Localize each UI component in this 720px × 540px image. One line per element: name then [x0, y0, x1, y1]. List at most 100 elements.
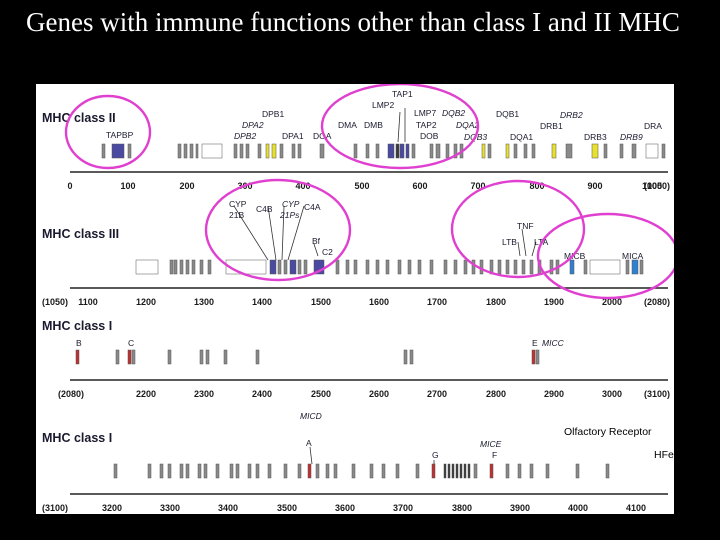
tick-label: 3900 [510, 503, 530, 513]
gene-box [625, 259, 630, 275]
tick-label: 4000 [568, 503, 588, 513]
labels-class-iii: CYP 21B C4B CYP 21Ps C4A Bf C2 TNF LTB L… [229, 199, 644, 261]
gene-box [177, 143, 182, 159]
tick-label: (3100) [42, 503, 68, 513]
gene-label-21ps: 21Ps [279, 210, 300, 220]
gene-box [255, 463, 260, 479]
gene-box [191, 259, 196, 275]
gene-box [325, 463, 330, 479]
gene-box [619, 143, 624, 159]
gene-box [167, 349, 172, 365]
tick-label: 2600 [369, 389, 389, 399]
gene-box [197, 463, 202, 479]
gene-box [591, 143, 599, 159]
gene-label-micb: MICB [564, 251, 586, 261]
gene-box [351, 463, 356, 479]
gene-label-dpa2: DPA2 [242, 120, 264, 130]
gene-box [297, 463, 302, 479]
gene-box [283, 463, 288, 479]
gene-box [521, 259, 526, 275]
tick-label: 3200 [102, 503, 122, 513]
gene-box [179, 463, 184, 479]
tick-label: 3800 [452, 503, 472, 513]
tick-label: 1900 [544, 297, 564, 307]
gene-label-b: B [76, 338, 82, 348]
ticks-class-ii: 0 100 200 300 400 500 600 700 800 900 10… [67, 181, 670, 191]
highlight-circle-tap-lmp [320, 84, 480, 170]
gene-label-micd: MICD [300, 411, 322, 421]
gene-box [487, 143, 492, 159]
gene-label-drb1: DRB1 [540, 121, 563, 131]
gene-box [505, 143, 510, 159]
gene-box [169, 259, 174, 275]
gene-box [481, 143, 486, 159]
gene-box [395, 143, 400, 159]
gene-box [307, 463, 312, 479]
gene-box [271, 143, 277, 159]
gene-box [569, 259, 575, 275]
gene-box [459, 463, 463, 479]
gene-box [365, 143, 370, 159]
gene-box [195, 143, 199, 159]
gene-box [353, 143, 358, 159]
gene-box [265, 143, 270, 159]
tick-label: 500 [354, 181, 369, 191]
gene-box [205, 349, 210, 365]
gene-label-f: F [492, 450, 497, 460]
gene-box [435, 143, 441, 159]
gene-box [583, 259, 588, 275]
tick-label: 700 [470, 181, 485, 191]
tick-label: 1800 [486, 297, 506, 307]
gene-box [185, 259, 190, 275]
gene-label-drb9: DRB9 [620, 132, 643, 142]
tick-label: 800 [529, 181, 544, 191]
gene-label-g: G [432, 450, 439, 460]
gene-label-dqb1: DQB1 [496, 109, 519, 119]
gene-box [513, 143, 518, 159]
gene-box [463, 259, 468, 275]
gene-label-tap2: TAP2 [416, 120, 437, 130]
gene-box [229, 463, 234, 479]
gene-box [277, 259, 282, 275]
gene-box [235, 463, 240, 479]
gene-label-c4b: C4B [256, 204, 273, 214]
gene-label-dma: DMA [338, 120, 357, 130]
gene-box [411, 143, 416, 159]
gene-label-doa: DOA [313, 131, 332, 141]
gene-box [127, 143, 132, 159]
gene-box [189, 143, 194, 159]
gene-box [639, 259, 644, 275]
gene-label-mice: MICE [480, 439, 502, 449]
gene-box [575, 463, 580, 479]
tick-label: 2800 [486, 389, 506, 399]
gene-box [403, 349, 408, 365]
tick-label: 1500 [311, 297, 331, 307]
tick-label: (2080) [644, 297, 670, 307]
gene-box [115, 349, 120, 365]
gene-box [353, 259, 358, 275]
ticks-class-iii: (1050) 1100 1200 1300 1400 1500 1600 170… [42, 297, 670, 307]
olfactory-receptor-label: Olfactory Receptor [564, 426, 652, 438]
tick-label: 2900 [544, 389, 564, 399]
tick-label: 3600 [335, 503, 355, 513]
gene-box [303, 259, 308, 275]
gene-box [203, 463, 208, 479]
gene-label-dpa1: DPA1 [282, 131, 304, 141]
gene-box [453, 259, 458, 275]
gene-box [479, 259, 484, 275]
gene-label-dqa2: DQA2 [456, 120, 479, 130]
gene-label-a: A [306, 438, 312, 448]
tick-label: 1600 [369, 297, 389, 307]
gene-box [549, 259, 554, 275]
gene-box [431, 463, 436, 479]
tick-label: 2300 [194, 389, 214, 399]
tick-label: (1050) [42, 297, 68, 307]
gene-box [535, 349, 540, 365]
gene-label-ltb: LTB [502, 237, 517, 247]
gene-label-mica: MICA [622, 251, 644, 261]
gene-box [333, 463, 338, 479]
tick-label: 100 [120, 181, 135, 191]
gene-label-cyp-ps: CYP [282, 199, 300, 209]
gene-box [513, 259, 518, 275]
gene-box [565, 143, 573, 159]
